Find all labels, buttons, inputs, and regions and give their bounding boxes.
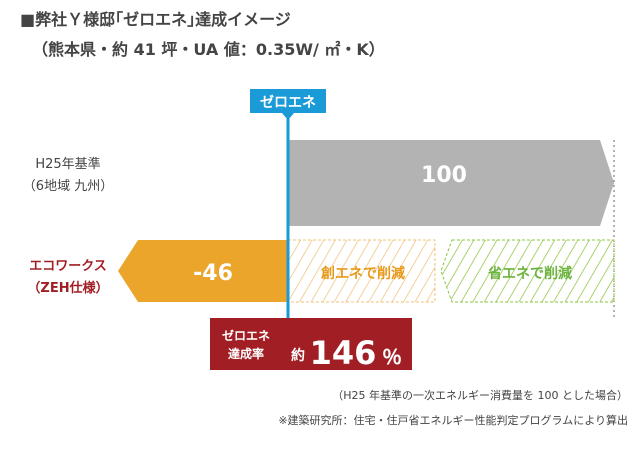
zero-energy-marker: [250, 89, 326, 113]
segment-save-energy-label: 省エネで削減: [487, 265, 572, 282]
bar-ecoworks: [118, 240, 288, 302]
chart-subtitle: （熊本県・約 41 坪・UA 値：0.35W/ ㎡・K）: [32, 40, 385, 59]
category-label-ecoworks-line1: エコワークス: [29, 259, 107, 274]
achievement-prefix: 約: [291, 347, 305, 364]
footnote-source: ※建築研究所：住宅・住戸省エネルギー性能判定プログラムにより算出: [278, 414, 628, 427]
segment-create-energy-label: 創エネで削減: [320, 265, 405, 282]
footnote-baseline: （H25 年基準の一次エネルギー消費量を 100 とした場合）: [332, 389, 628, 402]
segment-create-energy: [287, 239, 436, 303]
achievement-label-line1: ゼロエネ: [222, 328, 270, 343]
achievement-label-line2: 達成率: [228, 346, 264, 361]
chart-title: ■弊社Ｙ様邸｢ゼロエネ｣達成イメージ: [20, 10, 291, 29]
achievement-badge: [210, 318, 412, 370]
achievement-value: 146: [310, 334, 377, 372]
category-label-ecoworks-line2: （ZEH仕様）: [27, 280, 108, 296]
achievement-unit: ％: [382, 345, 402, 369]
bar-ecoworks-value-label: -46: [193, 261, 233, 286]
segment-save-energy: [440, 239, 615, 303]
bar-h25-value-label: 100: [421, 163, 467, 188]
category-label-h25-line2: （6地域 九州）: [23, 179, 113, 194]
zero-energy-marker-pointer: [282, 113, 294, 120]
bar-h25-standard: [288, 140, 614, 226]
category-label-h25-line1: H25年基準: [35, 156, 100, 172]
zero-energy-marker-label: ゼロエネ: [260, 94, 316, 111]
